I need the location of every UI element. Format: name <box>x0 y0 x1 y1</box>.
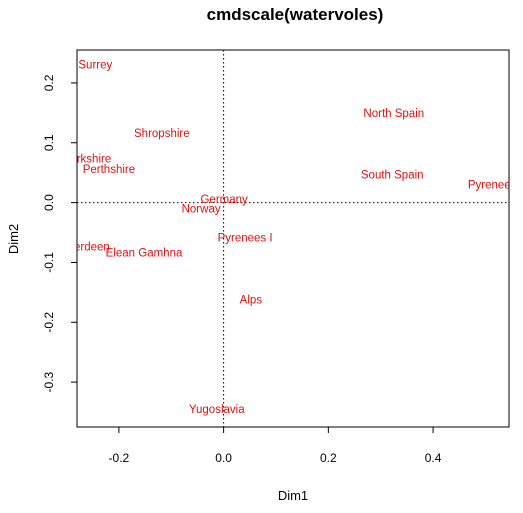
y-axis: -0.3 -0.2 -0.1 0.0 0.1 0.2 <box>42 74 77 392</box>
x-tick-label: 0.4 <box>425 451 442 465</box>
y-tick-label: 0.2 <box>42 74 56 91</box>
point-label: Germany <box>200 194 248 206</box>
point-label: Alps <box>240 295 263 307</box>
y-tick-label: -0.1 <box>42 252 56 273</box>
point-label: South Spain <box>361 169 424 181</box>
x-axis-label: Dim1 <box>278 488 308 503</box>
point-label: Surrey <box>78 59 112 71</box>
point-label: Norway <box>182 204 221 216</box>
point-label: Yugoslavia <box>189 404 245 416</box>
y-tick-label: 0.0 <box>42 194 56 211</box>
chart-title: cmdscale(watervoles) <box>207 5 384 24</box>
x-tick-label: 0.2 <box>320 451 337 465</box>
y-axis-label: Dim2 <box>6 224 21 254</box>
point-label: Elean Gamhna <box>106 247 183 259</box>
y-tick-label: -0.2 <box>42 312 56 333</box>
point-label: Yorkshire <box>64 153 112 165</box>
x-axis: -0.2 0.0 0.2 0.4 <box>109 427 442 465</box>
point-label: Aberdeen <box>60 241 110 253</box>
plot-frame <box>76 49 510 428</box>
x-tick-label: 0.0 <box>215 451 232 465</box>
point-label: Pyrenees II <box>468 180 523 192</box>
point-label: Pyrenees I <box>218 232 273 244</box>
y-tick-label: -0.3 <box>42 371 56 392</box>
point-label: Perthshire <box>83 164 135 176</box>
y-tick-label: 0.1 <box>42 134 56 151</box>
point-label: Shropshire <box>134 128 190 140</box>
x-tick-label: -0.2 <box>109 451 130 465</box>
point-label: North Spain <box>363 108 424 120</box>
